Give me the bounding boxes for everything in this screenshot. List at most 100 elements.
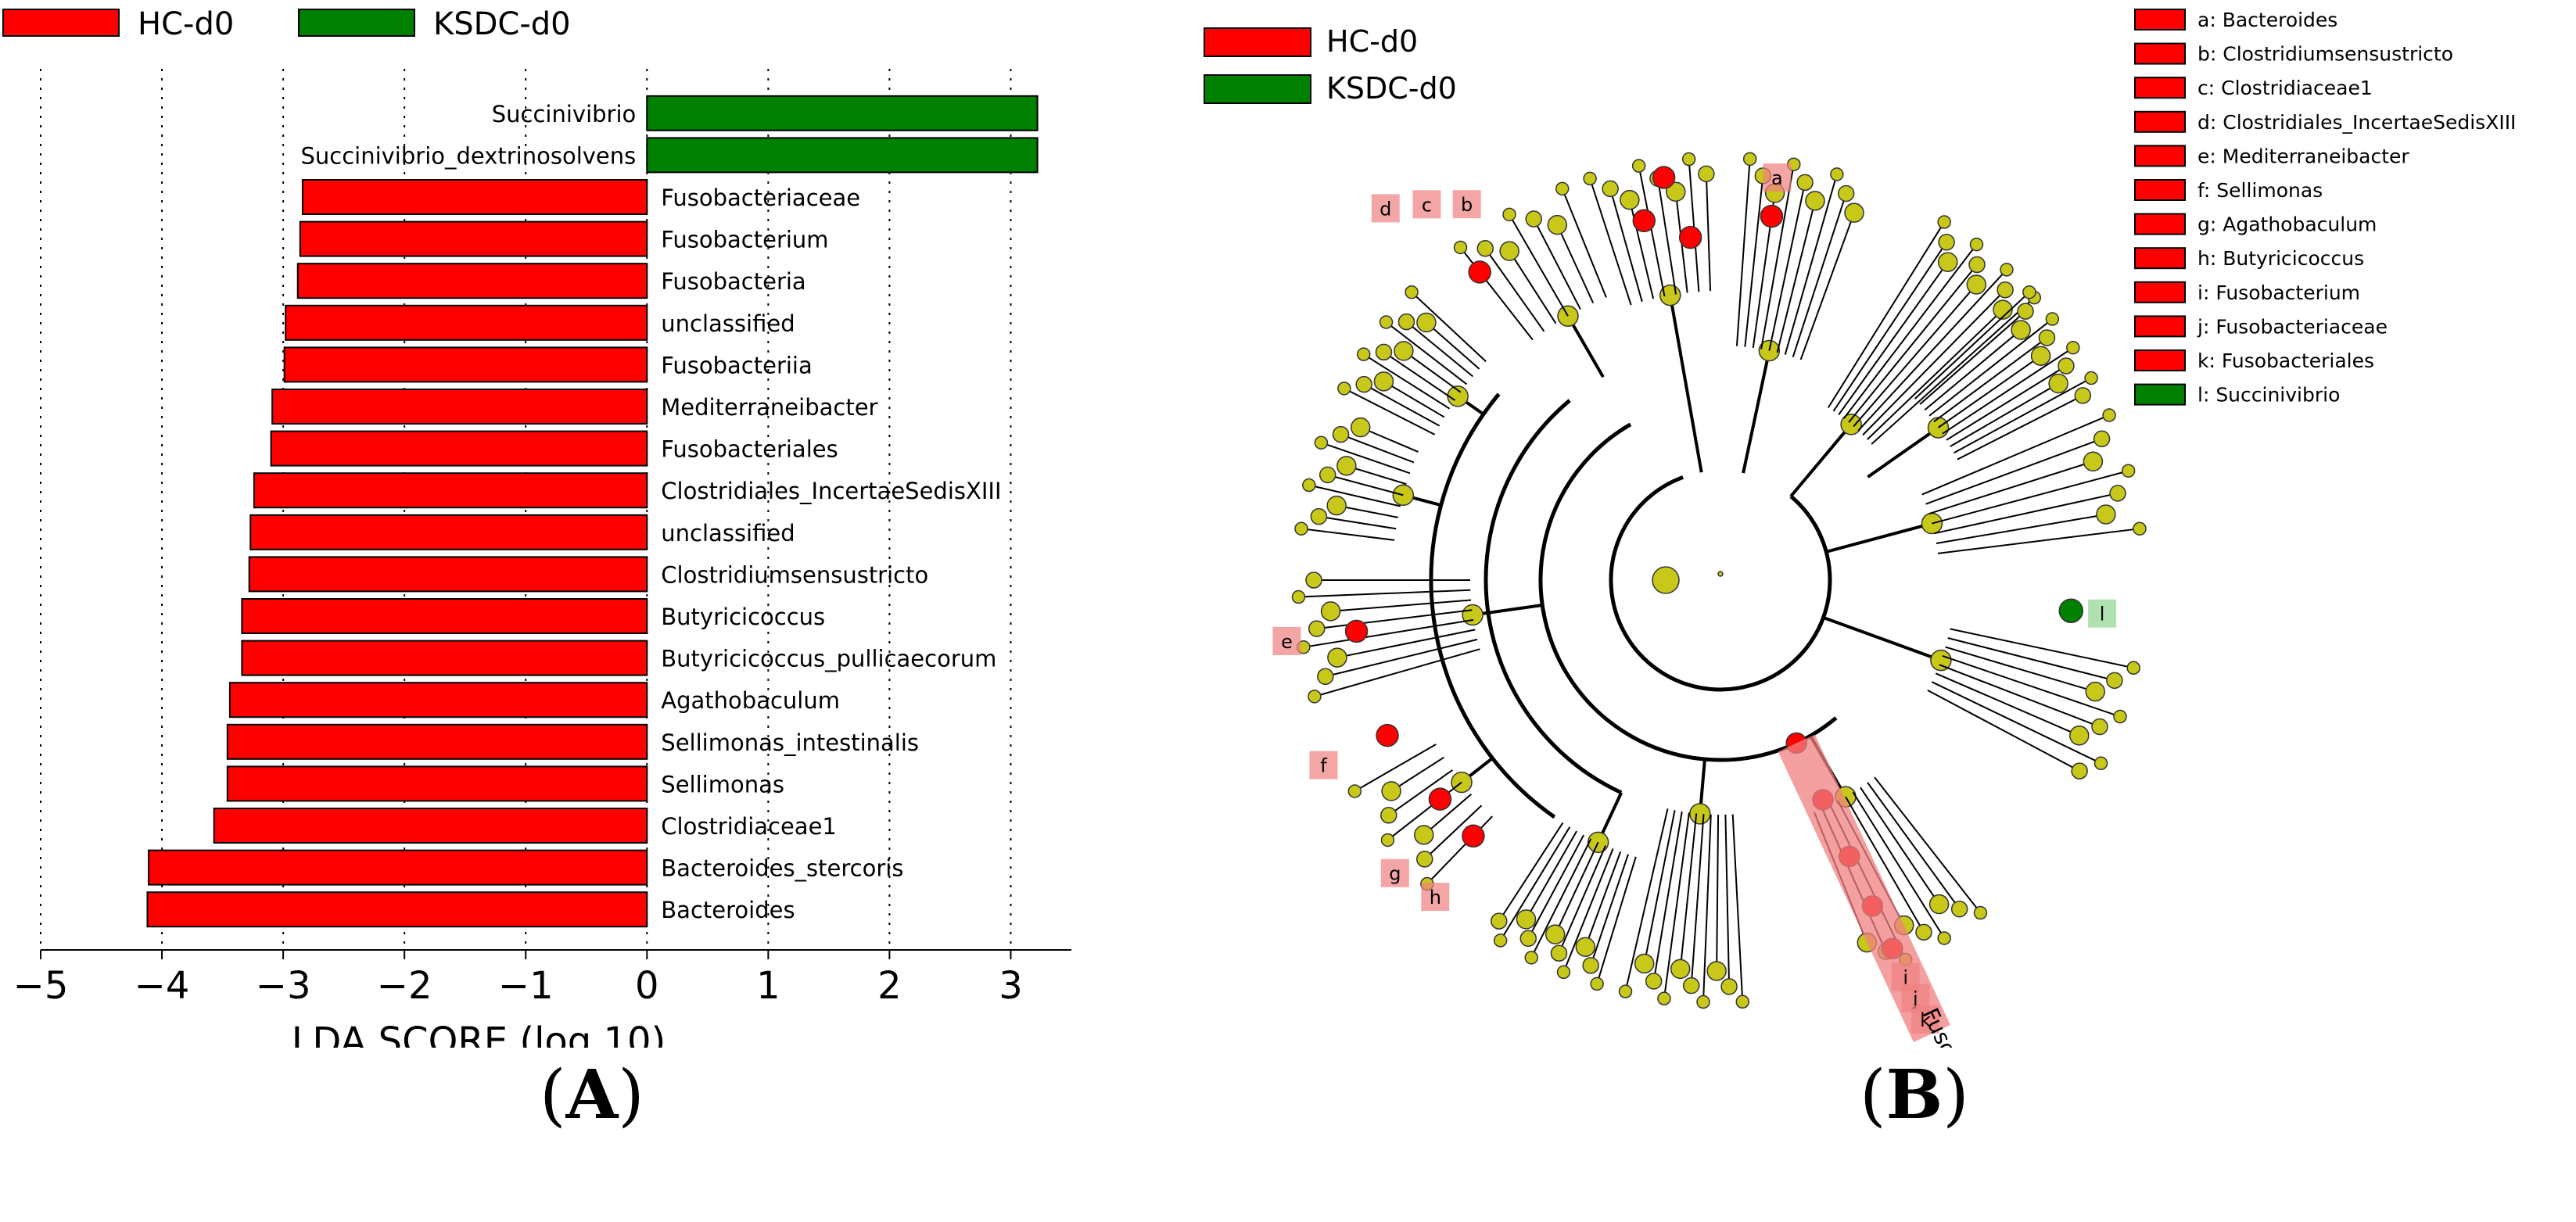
clado-key-label-4: e: Mediterraneibacter <box>2197 145 2409 167</box>
lda-x-axis-label: LDA SCORE (log 10) <box>292 1020 666 1048</box>
clado-leaf-node-8-7 <box>1645 973 1663 990</box>
clado-leaf-node-0-0 <box>1453 240 1468 255</box>
clado-leaf-node-9-1 <box>1582 957 1599 974</box>
clado-leaf-node-10-2 <box>1413 825 1434 845</box>
clado-leaf-branch-1-4 <box>1656 178 1677 295</box>
clado-marker-node-5 <box>1376 723 1399 747</box>
lda-bar-label-9: Clostridiales_IncertaeSedisXIII <box>661 478 1001 504</box>
clado-leaf-node-13-0 <box>1337 382 1351 396</box>
clado-branch-6 <box>1822 616 1942 662</box>
clado-leaf-node-13-6 <box>1379 315 1394 329</box>
lda-bar-10 <box>249 514 648 550</box>
clado-key-label-0: a: Bacteroides <box>2197 9 2337 31</box>
clado-leaf-branch-3-0 <box>1827 221 1946 409</box>
clado-leaf-branch-7-4 <box>1845 796 1925 933</box>
clado-leaf-branch-6-2 <box>1945 646 2096 693</box>
clado-leaf-node-0-6 <box>1555 181 1570 196</box>
clado-leaf-node-1-3 <box>1631 159 1646 173</box>
clado-leaf-branch-1-3 <box>1638 165 1666 297</box>
clado-key-label-1: b: Clostridiumsensustricto <box>2197 43 2453 66</box>
clado-leaf-branch-5-1 <box>1925 438 2102 505</box>
clado-leaf-node-9-7 <box>1519 930 1537 948</box>
clado-leaf-branch-8-4 <box>1690 814 1705 986</box>
lda-bar-label-14: Agathobaculum <box>661 687 840 714</box>
clado-branch-3 <box>1789 423 1853 498</box>
clado-leaf-node-1-5 <box>1666 181 1686 202</box>
lda-bar-19 <box>146 891 648 928</box>
lda-bar-label-3: Fusobacterium <box>661 227 828 253</box>
clado-leaf-node-0-4 <box>1525 210 1542 228</box>
clado-leaf-branch-3-4 <box>1848 263 1978 423</box>
clado-leaf-node-13-8 <box>1416 312 1437 333</box>
clado-leaf-node-5-1 <box>2093 430 2111 448</box>
clado-key-label-3: d: Clostridiales_IncertaeSedisXIII <box>2197 111 2516 134</box>
clado-leaf-node-0-2 <box>1499 241 1519 261</box>
clado-leaf-node-3-0 <box>1937 215 1951 229</box>
clado-leaf-node-12-7 <box>1332 425 1350 443</box>
clado-leaf-branch-13-7 <box>1405 321 1474 378</box>
clado-leaf-node-4-10 <box>2074 387 2092 404</box>
clado-tag-bg-10 <box>1911 1005 1940 1034</box>
clado-leaf-branch-4-0 <box>1914 291 2030 400</box>
clado-leaf-branch-8-7 <box>1652 811 1683 982</box>
clado-leaf-branch-12-1 <box>1318 515 1397 530</box>
clado-leaf-branch-13-4 <box>1383 351 1456 401</box>
clado-leaf-node-7-4 <box>1915 923 1932 941</box>
clado-leaf-node-10-3 <box>1380 833 1395 848</box>
lda-bar-label-15: Sellimonas_intestinalis <box>661 729 919 756</box>
clado-leaf-branch-8-1 <box>1724 814 1731 987</box>
clado-leaf-branch-8-6 <box>1663 812 1690 999</box>
clado-leaf-node-2-0 <box>1742 152 1757 167</box>
clado-leaf-branch-9-4 <box>1558 845 1606 954</box>
clado-branch-11 <box>1472 604 1543 617</box>
clado-leaf-node-2-7 <box>1837 185 1855 202</box>
clado-leaf-node-2-5 <box>1805 191 1825 211</box>
clado-leaf-node-1-7 <box>1698 165 1715 183</box>
clado-leaf-node-10-4 <box>1380 806 1397 824</box>
clado-key-label-10: k: Fusobacteriales <box>2197 349 2374 372</box>
lda-bar-3 <box>299 220 648 257</box>
clado-key-swatch-0 <box>2134 9 2186 30</box>
clado-branch-0 <box>1566 315 1605 378</box>
clado-leaf-node-1-2 <box>1620 189 1640 210</box>
lda-bar-16 <box>226 765 648 802</box>
clado-leaf-branch-3-1 <box>1832 242 1947 412</box>
clado-leaf-node-11-5 <box>1320 601 1341 622</box>
clado-leaf-node-0-1 <box>1476 240 1494 257</box>
clado-leaf-node-6-5 <box>2069 726 2090 746</box>
clado-leaf-branch-11-4 <box>1316 609 1473 630</box>
clado-tag-bg-11 <box>2088 599 2117 628</box>
clado-leaf-branch-9-8 <box>1525 830 1577 920</box>
clado-leaf-node-11-1 <box>1317 668 1334 686</box>
clado-clade-node-10 <box>1451 771 1473 794</box>
lda-bar-17 <box>213 808 648 844</box>
clado-leaf-branch-8-5 <box>1679 813 1698 969</box>
cladogram-key: a: Bacteroides b: Clostridiumsensustricto… <box>2134 9 2516 407</box>
clado-leaf-node-12-1 <box>1310 507 1328 525</box>
clado-leaf-branch-6-6 <box>1931 681 2101 765</box>
clado-clade-node-9 <box>1587 831 1609 854</box>
clado-key-label-9: j: Fusobacteriaceae <box>2197 315 2388 338</box>
clado-leaf-branch-13-8 <box>1426 321 1480 370</box>
clado-leaf-branch-12-5 <box>1346 464 1407 486</box>
clado-key-swatch-4 <box>2134 145 2186 167</box>
clado-tag-5: f <box>1320 755 1327 777</box>
clado-leaf-branch-9-1 <box>1590 854 1629 966</box>
clado-leaf-branch-6-1 <box>1947 637 2115 682</box>
clado-clade-node-6 <box>1930 649 1952 672</box>
clado-leaf-branch-7-1 <box>1867 782 1961 910</box>
clado-leaf-branch-0-2 <box>1509 250 1557 324</box>
clado-leaf-node-12-5 <box>1336 456 1357 476</box>
clado-tag-bg-0 <box>1763 163 1792 192</box>
clado-leaf-node-11-0 <box>1308 690 1322 704</box>
lda-legend-label-1: KSDC-d0 <box>433 6 571 42</box>
clado-leaf-branch-4-8 <box>1950 382 2059 447</box>
clado-leaf-node-8-1 <box>1720 978 1738 995</box>
clado-leaf-node-9-0 <box>1590 977 1604 991</box>
clado-tag-8: i <box>1903 967 1908 989</box>
clado-leaf-node-7-2 <box>1928 894 1950 915</box>
clado-leaf-branch-11-3 <box>1303 618 1474 648</box>
clado-leaf-node-2-6 <box>1830 167 1844 181</box>
lda-bar-13 <box>241 640 648 676</box>
clado-leaf-branch-12-4 <box>1327 474 1404 496</box>
